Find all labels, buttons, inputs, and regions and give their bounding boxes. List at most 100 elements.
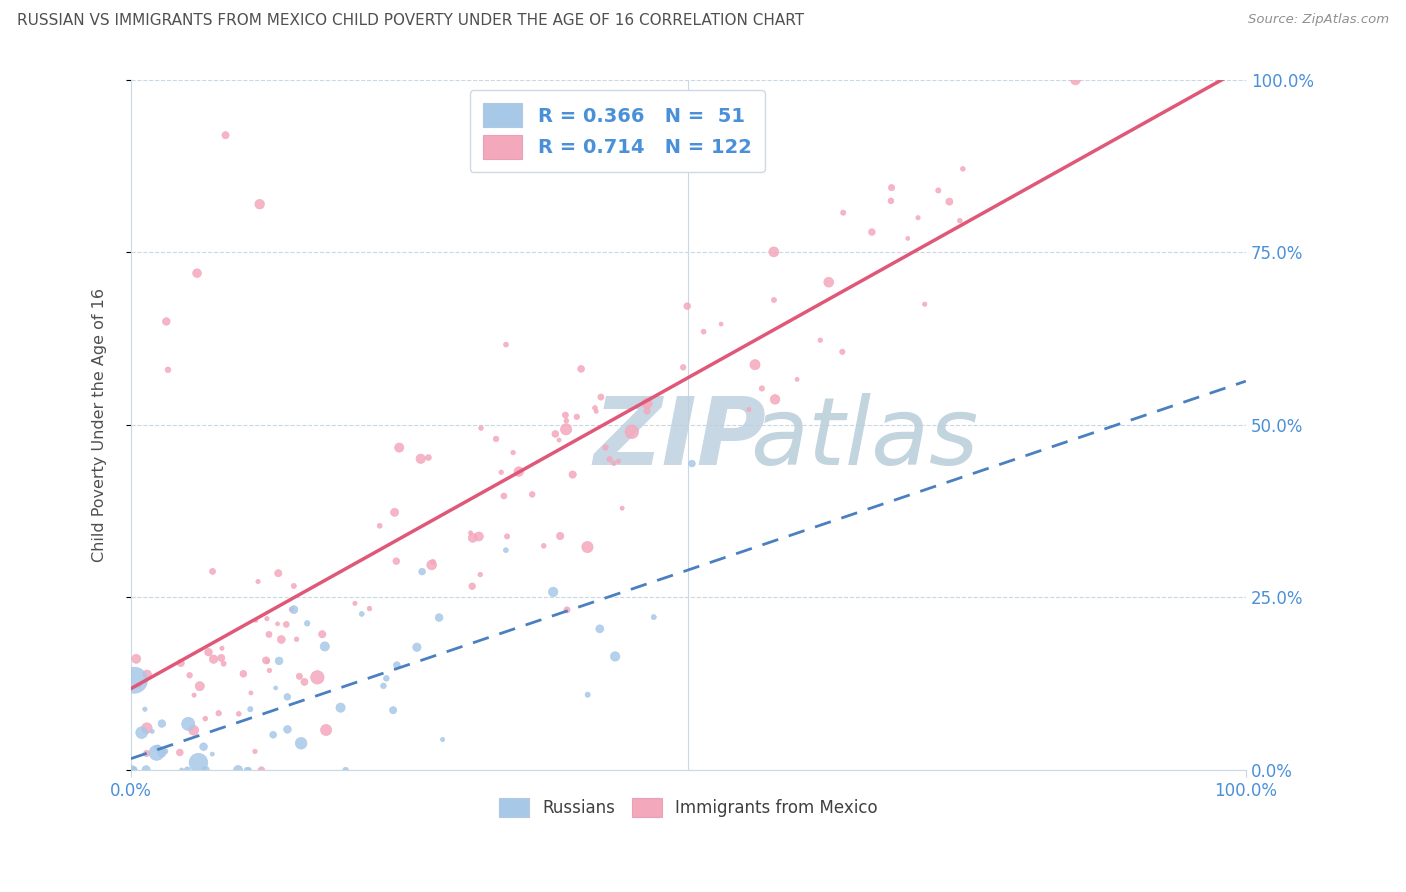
Point: [636, 396, 658, 410]
Point: [121, 763, 143, 777]
Point: [432, 732, 454, 747]
Point: [576, 688, 599, 702]
Point: [150, 746, 173, 760]
Point: [343, 596, 366, 610]
Point: [548, 433, 571, 447]
Point: [544, 426, 567, 441]
Point: [236, 763, 259, 777]
Point: [555, 603, 578, 617]
Point: [636, 404, 658, 418]
Text: atlas: atlas: [749, 393, 979, 484]
Point: [607, 454, 630, 468]
Point: [254, 653, 277, 667]
Point: [194, 712, 217, 726]
Point: [297, 616, 319, 631]
Point: [610, 501, 633, 516]
Point: [156, 363, 179, 377]
Point: [226, 763, 249, 777]
Point: [249, 197, 271, 211]
Text: Source: ZipAtlas.com: Source: ZipAtlas.com: [1249, 13, 1389, 27]
Point: [128, 678, 150, 692]
Point: [280, 602, 302, 616]
Point: [183, 723, 205, 738]
Point: [145, 746, 167, 760]
Point: [283, 579, 305, 593]
Point: [561, 467, 583, 482]
Point: [382, 703, 405, 717]
Point: [460, 525, 482, 540]
Point: [541, 585, 564, 599]
Point: [288, 669, 311, 683]
Point: [373, 679, 395, 693]
Point: [239, 686, 262, 700]
Point: [388, 441, 411, 455]
Point: [533, 539, 555, 553]
Point: [406, 640, 429, 655]
Point: [136, 667, 159, 681]
Point: [880, 180, 903, 194]
Point: [368, 518, 391, 533]
Point: [135, 763, 157, 777]
Point: [470, 567, 492, 582]
Point: [212, 657, 235, 671]
Point: [422, 555, 444, 569]
Point: [786, 372, 808, 386]
Point: [188, 679, 211, 693]
Point: [186, 266, 208, 280]
Point: [420, 558, 443, 572]
Point: [470, 421, 492, 435]
Point: [267, 566, 290, 581]
Point: [817, 275, 839, 289]
Point: [831, 344, 853, 359]
Point: [385, 554, 408, 568]
Point: [949, 213, 972, 227]
Point: [914, 297, 936, 311]
Point: [208, 706, 231, 721]
Point: [170, 656, 193, 670]
Point: [155, 314, 177, 328]
Point: [808, 333, 831, 347]
Point: [495, 543, 517, 558]
Point: [375, 671, 398, 685]
Point: [197, 645, 219, 659]
Point: [595, 441, 617, 455]
Point: [763, 392, 786, 407]
Point: [131, 725, 153, 739]
Point: [264, 681, 287, 695]
Point: [897, 231, 920, 245]
Point: [135, 747, 157, 761]
Point: [555, 422, 578, 436]
Point: [247, 574, 270, 589]
Point: [262, 728, 284, 742]
Point: [710, 317, 733, 331]
Point: [170, 763, 193, 777]
Point: [350, 607, 373, 621]
Point: [179, 668, 201, 682]
Point: [141, 724, 163, 739]
Point: [276, 617, 298, 632]
Text: ZIP: ZIP: [593, 392, 766, 484]
Point: [681, 457, 703, 471]
Point: [880, 194, 903, 208]
Point: [267, 654, 290, 668]
Point: [1064, 73, 1087, 87]
Point: [589, 622, 612, 636]
Point: [211, 641, 233, 656]
Point: [522, 487, 544, 501]
Point: [124, 673, 146, 688]
Legend: Russians, Immigrants from Mexico: Russians, Immigrants from Mexico: [492, 792, 884, 824]
Point: [155, 744, 177, 758]
Point: [314, 640, 336, 654]
Point: [276, 723, 298, 737]
Y-axis label: Child Poverty Under the Age of 16: Child Poverty Under the Age of 16: [93, 288, 107, 562]
Point: [228, 706, 250, 721]
Point: [468, 529, 491, 543]
Point: [751, 382, 773, 396]
Point: [134, 702, 156, 716]
Point: [359, 601, 381, 615]
Point: [605, 649, 627, 664]
Point: [315, 723, 337, 737]
Point: [489, 465, 512, 479]
Point: [427, 610, 450, 624]
Point: [496, 529, 519, 543]
